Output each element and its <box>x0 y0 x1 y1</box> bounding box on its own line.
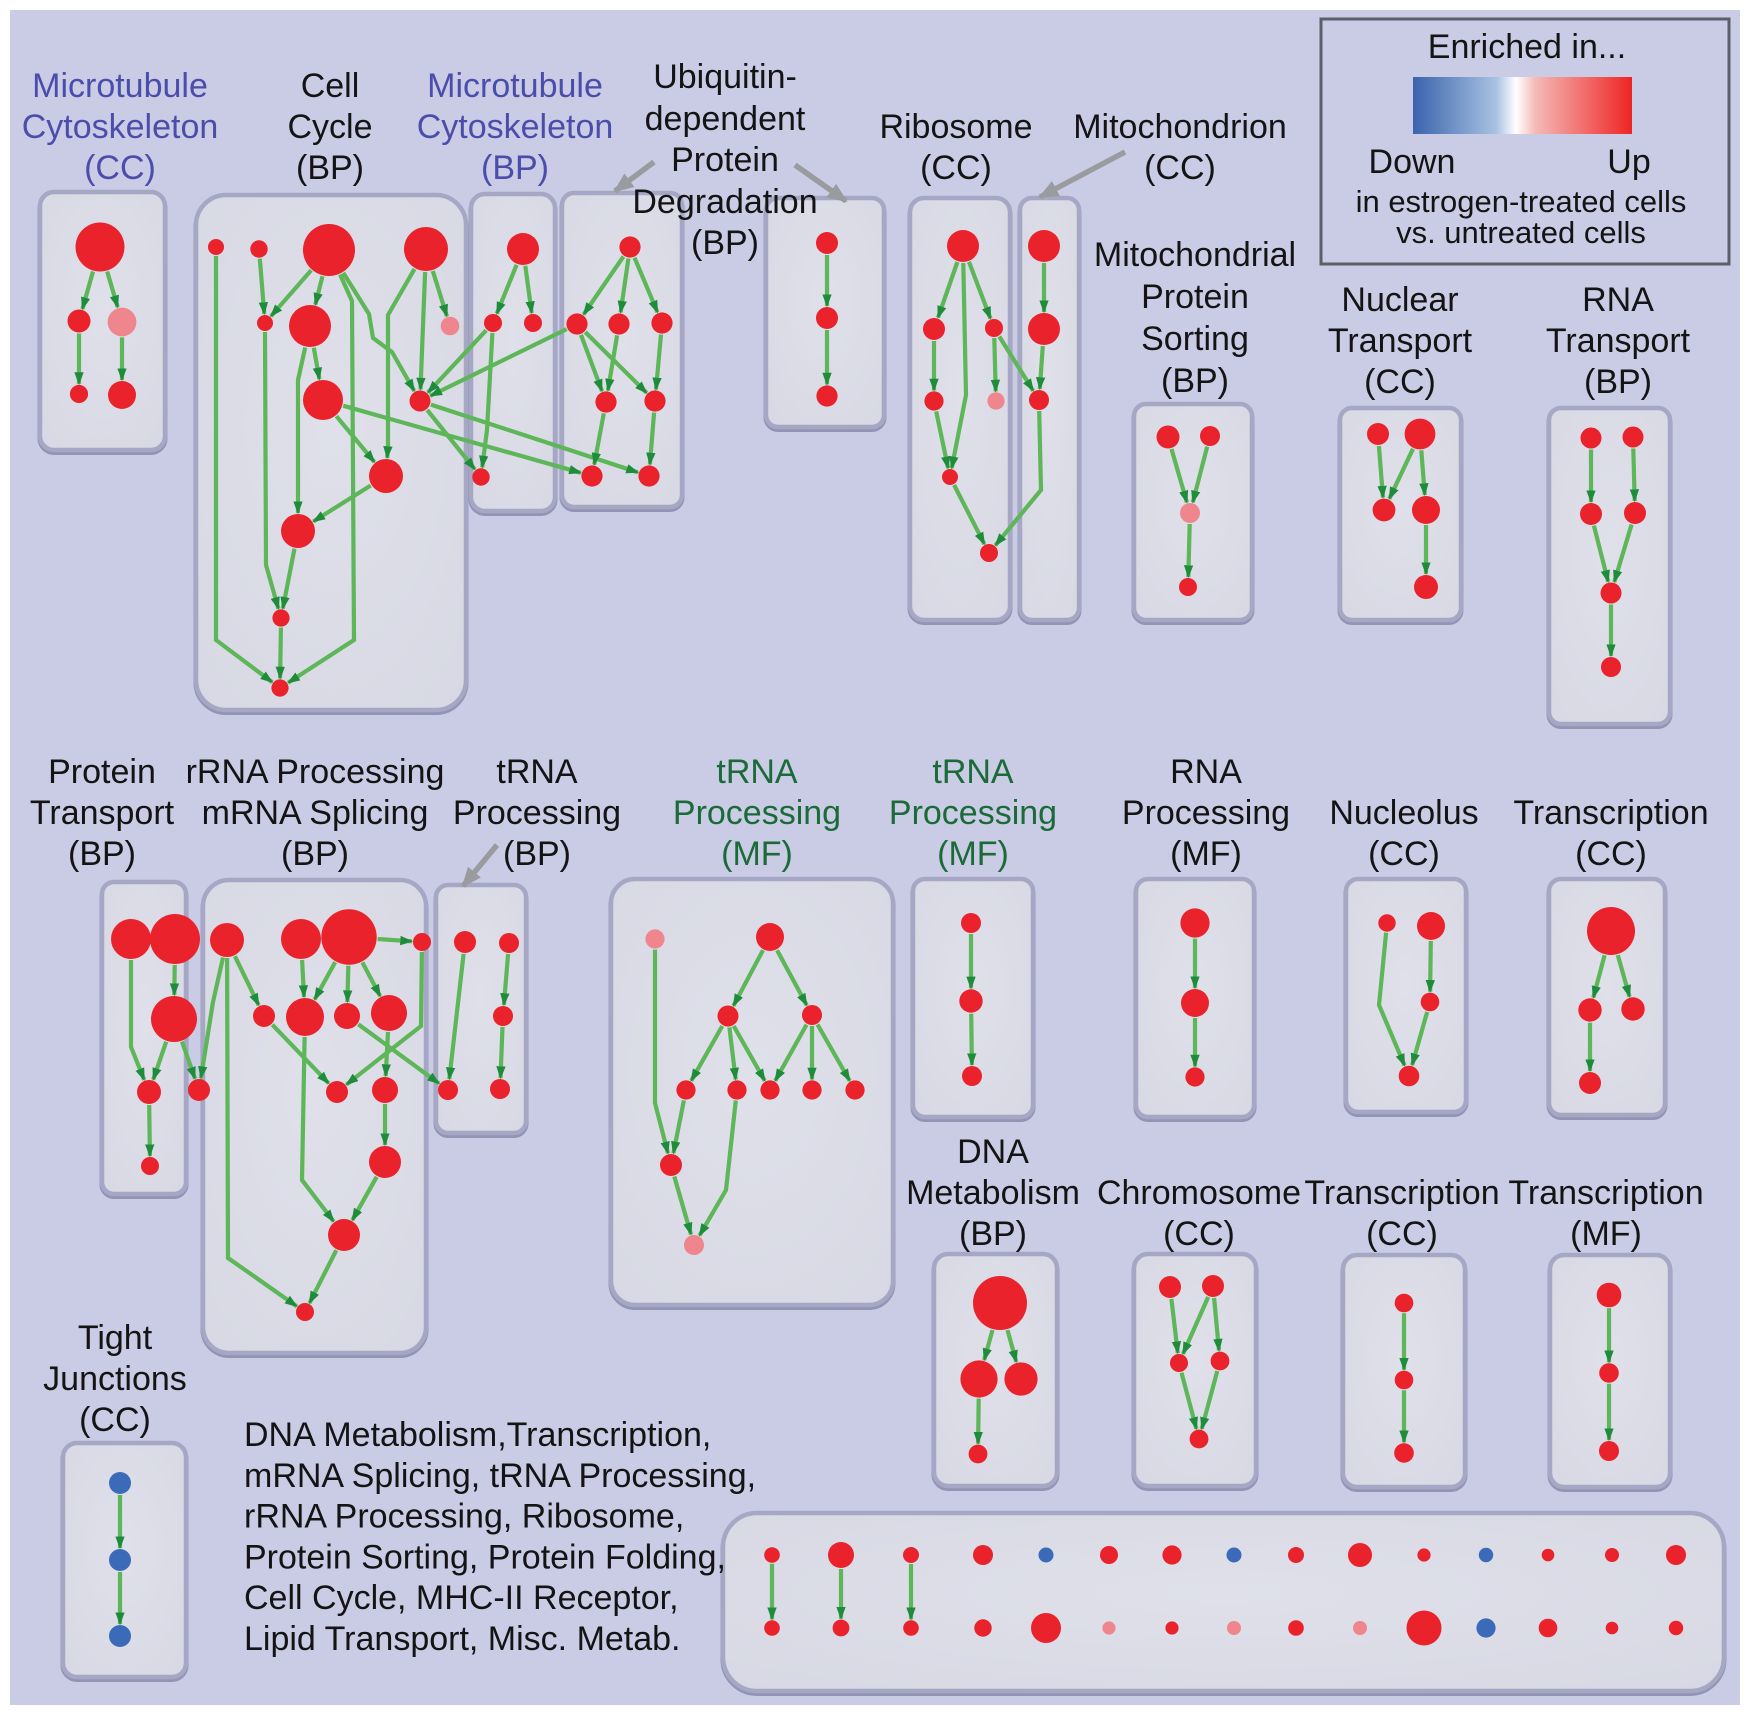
svg-text:Chromosome: Chromosome <box>1097 1174 1301 1212</box>
svg-text:(BP): (BP) <box>959 1215 1027 1253</box>
svg-text:Processing: Processing <box>889 794 1057 832</box>
svg-text:Down: Down <box>1369 143 1456 181</box>
svg-text:Protein: Protein <box>48 753 156 791</box>
svg-text:Processing: Processing <box>1122 794 1290 832</box>
svg-text:Up: Up <box>1607 143 1650 181</box>
svg-text:Processing: Processing <box>453 794 621 832</box>
svg-text:Cytoskeleton: Cytoskeleton <box>417 108 614 146</box>
svg-text:(CC): (CC) <box>1144 149 1216 187</box>
svg-text:(CC): (CC) <box>920 149 992 187</box>
svg-text:Cytoskeleton: Cytoskeleton <box>22 108 219 146</box>
svg-text:Junctions: Junctions <box>43 1360 187 1398</box>
svg-text:(BP): (BP) <box>281 835 349 873</box>
svg-text:Protein: Protein <box>1141 278 1249 316</box>
svg-text:(CC): (CC) <box>84 149 156 187</box>
svg-text:RNA: RNA <box>1582 281 1654 319</box>
svg-text:tRNA: tRNA <box>496 753 578 791</box>
svg-text:Metabolism: Metabolism <box>906 1174 1080 1212</box>
svg-text:rRNA Processing: rRNA Processing <box>186 753 445 791</box>
svg-text:(BP): (BP) <box>1161 362 1229 400</box>
svg-text:(CC): (CC) <box>1366 1215 1438 1253</box>
svg-text:Cell Cycle, MHC-II Receptor,: Cell Cycle, MHC-II Receptor, <box>244 1579 679 1617</box>
svg-text:(BP): (BP) <box>691 224 759 262</box>
svg-text:(BP): (BP) <box>296 149 364 187</box>
svg-text:(BP): (BP) <box>68 835 136 873</box>
svg-text:Tight: Tight <box>78 1319 153 1357</box>
svg-text:Processing: Processing <box>673 794 841 832</box>
svg-text:Lipid Transport, Misc. Metab.: Lipid Transport, Misc. Metab. <box>244 1620 681 1658</box>
svg-text:DNA: DNA <box>957 1133 1029 1171</box>
svg-text:(CC): (CC) <box>1163 1215 1235 1253</box>
svg-text:(CC): (CC) <box>1368 835 1440 873</box>
svg-text:DNA Metabolism,Transcription,: DNA Metabolism,Transcription, <box>244 1416 711 1454</box>
svg-text:dependent: dependent <box>645 100 806 138</box>
svg-text:(CC): (CC) <box>1575 835 1647 873</box>
svg-text:Cycle: Cycle <box>287 108 372 146</box>
svg-text:Transport: Transport <box>1546 322 1691 360</box>
svg-text:mRNA Splicing, tRNA Processing: mRNA Splicing, tRNA Processing, <box>244 1457 756 1495</box>
svg-text:Microtubule: Microtubule <box>427 67 603 105</box>
svg-text:Protein: Protein <box>671 141 779 179</box>
svg-text:mRNA Splicing: mRNA Splicing <box>202 794 429 832</box>
svg-text:Transcription: Transcription <box>1508 1174 1703 1212</box>
svg-text:tRNA: tRNA <box>716 753 798 791</box>
svg-text:in estrogen-treated cells: in estrogen-treated cells <box>1356 184 1687 219</box>
svg-text:Nucleolus: Nucleolus <box>1329 794 1478 832</box>
svg-text:Degradation: Degradation <box>632 183 817 221</box>
svg-text:(MF): (MF) <box>1170 835 1242 873</box>
svg-text:Protein Sorting, Protein Foldi: Protein Sorting, Protein Folding, <box>244 1538 726 1576</box>
svg-text:Mitochondrion: Mitochondrion <box>1073 108 1287 146</box>
svg-text:Ribosome: Ribosome <box>879 108 1032 146</box>
svg-text:Enriched in...: Enriched in... <box>1428 28 1626 66</box>
svg-text:(CC): (CC) <box>79 1401 151 1439</box>
svg-text:Transport: Transport <box>30 794 175 832</box>
svg-text:tRNA: tRNA <box>932 753 1014 791</box>
svg-text:Microtubule: Microtubule <box>32 67 208 105</box>
svg-text:Ubiquitin-: Ubiquitin- <box>653 58 797 96</box>
svg-text:(BP): (BP) <box>481 149 549 187</box>
svg-text:(CC): (CC) <box>1364 363 1436 401</box>
svg-text:(MF): (MF) <box>937 835 1009 873</box>
svg-text:Transport: Transport <box>1328 322 1473 360</box>
svg-text:Mitochondrial: Mitochondrial <box>1094 236 1296 274</box>
svg-text:Transcription: Transcription <box>1513 794 1708 832</box>
svg-text:Transcription: Transcription <box>1304 1174 1499 1212</box>
svg-text:(MF): (MF) <box>721 835 793 873</box>
svg-text:rRNA Processing, Ribosome,: rRNA Processing, Ribosome, <box>244 1498 684 1536</box>
svg-text:Sorting: Sorting <box>1141 320 1249 358</box>
svg-text:Nuclear: Nuclear <box>1341 281 1458 319</box>
svg-text:(BP): (BP) <box>1584 363 1652 401</box>
svg-text:(MF): (MF) <box>1570 1215 1642 1253</box>
svg-text:vs. untreated cells: vs. untreated cells <box>1396 215 1646 250</box>
svg-text:(BP): (BP) <box>503 835 571 873</box>
svg-text:RNA: RNA <box>1170 753 1242 791</box>
svg-text:Cell: Cell <box>301 67 360 105</box>
